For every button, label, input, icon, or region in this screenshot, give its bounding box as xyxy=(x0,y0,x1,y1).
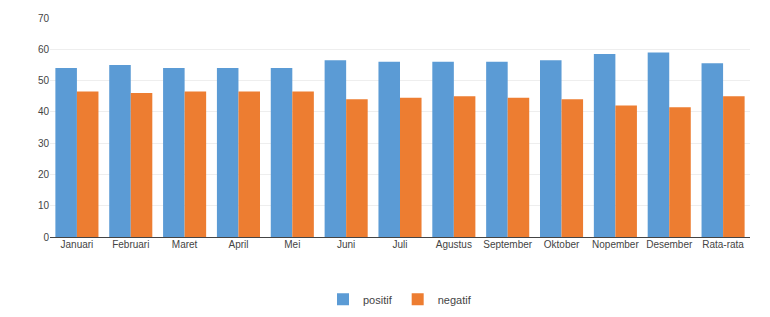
svg-text:positif: positif xyxy=(363,294,393,306)
svg-text:0: 0 xyxy=(43,232,49,243)
svg-text:Januari: Januari xyxy=(61,239,94,250)
svg-text:30: 30 xyxy=(38,138,50,149)
svg-text:Agustus: Agustus xyxy=(436,239,472,250)
svg-text:50: 50 xyxy=(38,75,50,86)
svg-text:September: September xyxy=(483,239,533,250)
svg-text:20: 20 xyxy=(38,169,50,180)
svg-text:Mei: Mei xyxy=(284,239,300,250)
svg-text:Februari: Februari xyxy=(112,239,149,250)
svg-text:Maret: Maret xyxy=(172,239,198,250)
svg-text:40: 40 xyxy=(38,106,50,117)
svg-text:60: 60 xyxy=(38,44,50,55)
svg-text:70: 70 xyxy=(38,13,50,24)
svg-text:Juni: Juni xyxy=(337,239,355,250)
svg-text:negatif: negatif xyxy=(438,294,472,306)
svg-text:Rata-rata: Rata-rata xyxy=(702,239,744,250)
svg-text:April: April xyxy=(228,239,248,250)
svg-text:Desember: Desember xyxy=(646,239,693,250)
svg-text:Juli: Juli xyxy=(392,239,407,250)
svg-text:Oktober: Oktober xyxy=(544,239,580,250)
svg-text:Nopember: Nopember xyxy=(592,239,639,250)
svg-text:10: 10 xyxy=(38,200,50,211)
